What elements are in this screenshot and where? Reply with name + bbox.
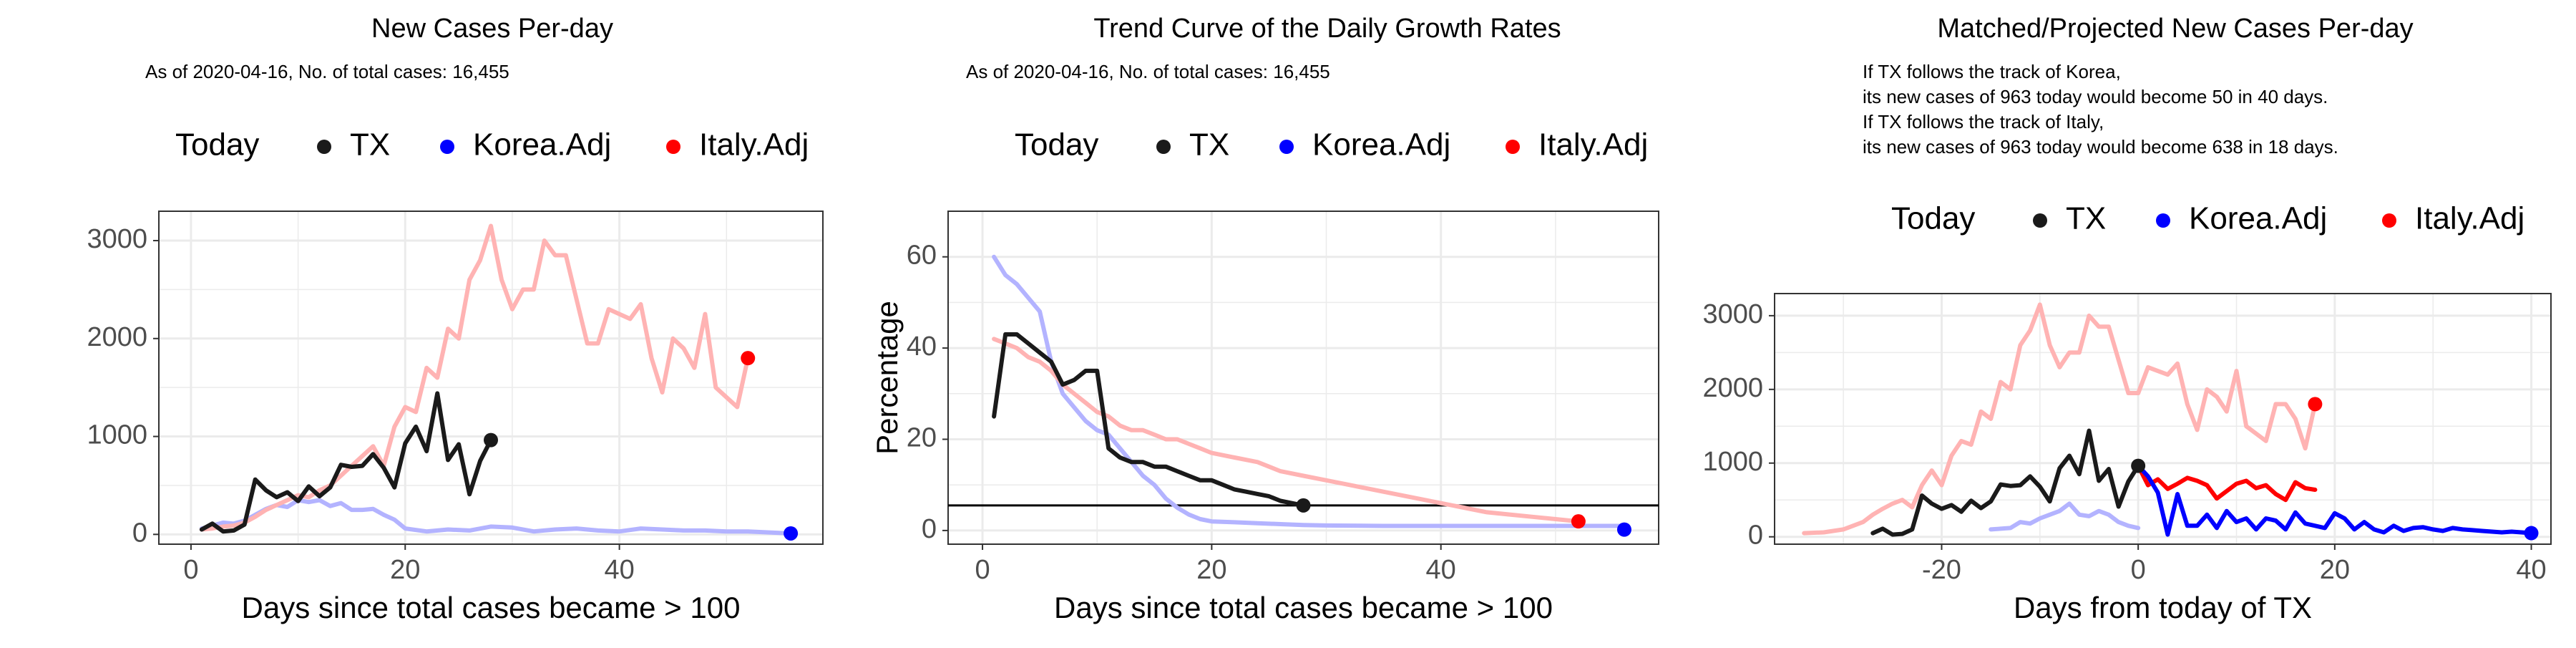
- annotation-line: its new cases of 963 today would become …: [1863, 86, 2328, 107]
- legend-label-italy: Italy.Adj: [1538, 127, 1648, 163]
- panel-border: [947, 211, 1659, 545]
- series-line-italy: [2136, 463, 2318, 503]
- y-tick-label: 2000: [87, 322, 147, 352]
- series-group: [199, 223, 794, 536]
- x-tick-label: 20: [2320, 555, 2350, 585]
- x-tick-label: 20: [390, 555, 420, 585]
- legend-label-korea: Korea.Adj: [473, 127, 611, 163]
- panel-border: [158, 211, 824, 545]
- chart-panel-2: Trend Curve of the Daily Growth Rates As …: [870, 14, 1659, 624]
- x-tick-label: 40: [1426, 555, 1456, 585]
- legend-label-korea: Korea.Adj: [1312, 127, 1450, 163]
- legend-key-korea: [440, 140, 454, 154]
- today-point-tx: [1296, 498, 1311, 513]
- legend-key-tx: [1156, 140, 1171, 154]
- y-tick-label: 0: [1748, 521, 1763, 551]
- legend-key-italy: [2382, 213, 2396, 228]
- legend-label-tx: TX: [2066, 201, 2106, 236]
- legend-label-italy: Italy.Adj: [699, 127, 809, 163]
- legend-key-italy: [1506, 140, 1520, 154]
- x-axis-label: Days since total cases became > 100: [242, 591, 741, 624]
- panel-border: [1774, 293, 2552, 545]
- x-tick-label: 0: [975, 555, 990, 585]
- y-tick-label: 60: [907, 241, 937, 271]
- x-tick-label: 40: [2516, 555, 2546, 585]
- series-group: [1802, 302, 2534, 537]
- series-line-italy: [992, 337, 1581, 524]
- today-point-italy: [1571, 514, 1586, 529]
- y-tick-label: 0: [132, 518, 147, 548]
- x-axis-label: Days from today of TX: [2014, 591, 2312, 624]
- legend-label-tx: TX: [350, 127, 390, 163]
- series-line-italy: [1802, 302, 2141, 536]
- series-line-tx: [992, 332, 1306, 508]
- x-axis-label: Days since total cases became > 100: [1054, 591, 1553, 624]
- annotation-line: If TX follows the track of Korea,: [1863, 61, 2121, 82]
- legend: Today TX Korea.Adj Italy.Adj: [1015, 127, 1648, 163]
- grid: [1775, 294, 2551, 544]
- y-tick-label: 1000: [1702, 447, 1763, 477]
- x-tick-label: 40: [604, 555, 634, 585]
- x-tick-label: -20: [1922, 555, 1961, 585]
- series-line-tx: [1870, 428, 2141, 537]
- y-tick-label: 20: [907, 423, 937, 453]
- legend-key-korea: [2156, 213, 2170, 228]
- grid: [159, 211, 823, 544]
- today-point-korea: [2524, 526, 2539, 541]
- legend-title: Today: [1015, 127, 1098, 163]
- x-tick-label: 20: [1196, 555, 1226, 585]
- legend-key-tx: [317, 140, 331, 154]
- chart-panel-1: New Cases Per-day As of 2020-04-16, No. o…: [87, 14, 824, 624]
- legend: Today TX Korea.Adj Italy.Adj: [1891, 201, 2524, 236]
- today-point-korea: [1616, 522, 1631, 537]
- grid: [948, 211, 1659, 544]
- chart-panel-3: Matched/Projected New Cases Per-day If TX…: [1702, 14, 2552, 624]
- y-tick-label: 3000: [1702, 299, 1763, 329]
- chart-subtitle: As of 2020-04-16, No. of total cases: 16…: [966, 61, 1330, 82]
- legend-label-italy: Italy.Adj: [2415, 201, 2524, 236]
- y-tick-label: 3000: [87, 224, 147, 254]
- legend-key-italy: [666, 140, 680, 154]
- legend-title: Today: [1891, 201, 1975, 236]
- today-point-tx: [2131, 458, 2146, 473]
- series-line-korea: [1989, 501, 2141, 532]
- chart-title: Trend Curve of the Daily Growth Rates: [1093, 14, 1561, 44]
- series-group: [992, 254, 1626, 528]
- annotation-line: If TX follows the track of Italy,: [1863, 111, 2104, 132]
- legend-title: Today: [175, 127, 259, 163]
- x-tick-label: 0: [183, 555, 198, 585]
- y-axis-label: Percentage: [870, 301, 904, 455]
- chart-title: New Cases Per-day: [371, 14, 613, 44]
- today-point-korea: [784, 526, 799, 541]
- annotation-line: its new cases of 963 today would become …: [1863, 136, 2338, 158]
- today-point-tx: [484, 432, 498, 448]
- legend-key-korea: [1279, 140, 1294, 154]
- legend-label-tx: TX: [1189, 127, 1229, 163]
- chart-subtitle: As of 2020-04-16, No. of total cases: 16…: [145, 61, 509, 82]
- legend-label-korea: Korea.Adj: [2189, 201, 2327, 236]
- y-tick-label: 2000: [1702, 373, 1763, 403]
- x-tick-label: 0: [2131, 555, 2146, 585]
- legend-key-tx: [2033, 213, 2047, 228]
- chart-title: Matched/Projected New Cases Per-day: [1937, 14, 2413, 44]
- y-tick-label: 0: [922, 514, 937, 544]
- y-tick-label: 40: [907, 332, 937, 362]
- today-point-italy: [2308, 397, 2323, 412]
- series-line-tx: [199, 391, 493, 534]
- series-line-korea: [2136, 463, 2534, 537]
- today-point-italy: [741, 351, 756, 366]
- series-line-italy: [2136, 361, 2318, 451]
- y-tick-label: 1000: [87, 420, 147, 450]
- series-line-korea: [992, 254, 1626, 528]
- legend: Today TX Korea.Adj Italy.Adj: [175, 127, 809, 163]
- series-line-korea: [199, 498, 794, 536]
